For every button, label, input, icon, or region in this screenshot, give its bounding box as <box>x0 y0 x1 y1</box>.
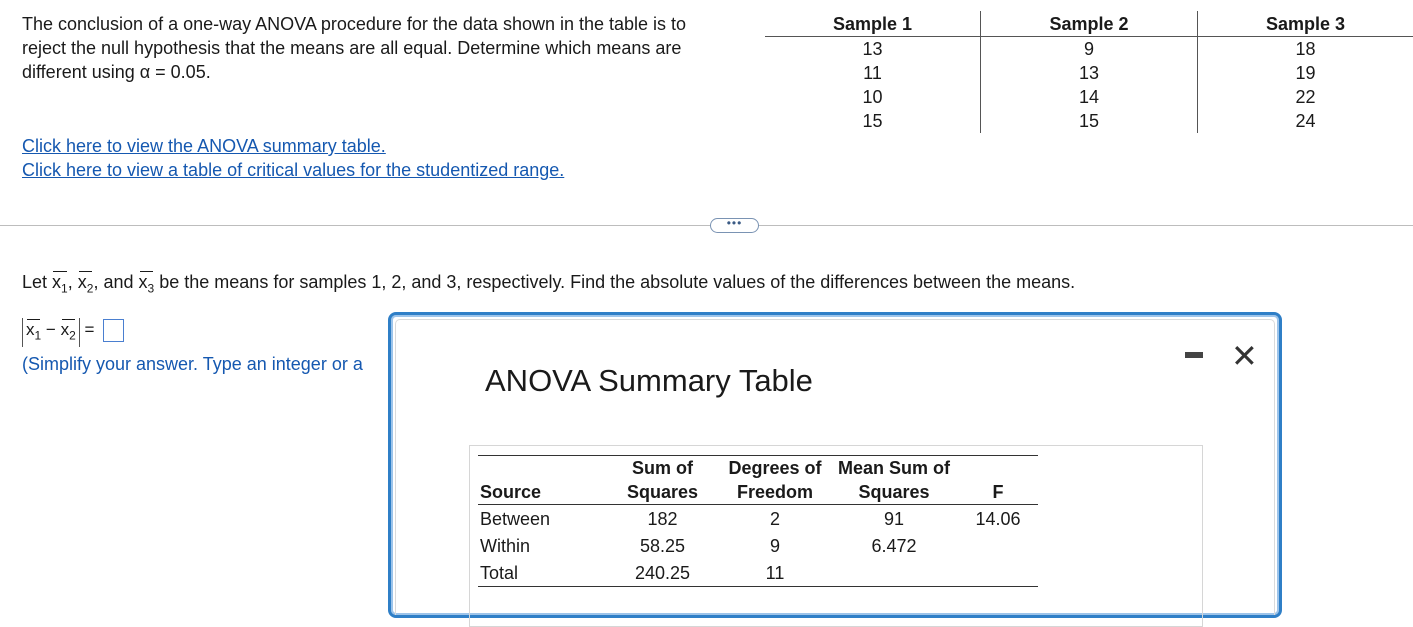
table-cell: Within <box>480 535 531 556</box>
col-f: F <box>992 482 1004 502</box>
table-cell: 14 <box>980 85 1198 109</box>
question-lead: Let <box>22 272 48 292</box>
table-cell: 13 <box>765 36 982 61</box>
table-cell <box>830 559 958 587</box>
close-icon[interactable]: ✕ <box>1231 338 1258 374</box>
table-cell: 240.25 <box>605 559 720 587</box>
xbar-1: x1 <box>52 270 68 301</box>
xbar-3: x3 <box>139 270 154 301</box>
sample-1-header: Sample 1 <box>765 11 982 37</box>
table-cell: 15 <box>980 109 1198 133</box>
col-mean-sum-of-squares: Mean Sum of Squares <box>837 458 950 502</box>
question-text: Let x1, x2, and x3 be the means for samp… <box>22 270 1075 301</box>
anova-table: Source Sum of Squares Degrees of Freedom M… <box>478 455 1038 587</box>
minimize-icon[interactable] <box>1185 352 1203 358</box>
table-cell: 91 <box>883 508 905 529</box>
anova-table-link[interactable]: Click here to view the ANOVA summary tab… <box>22 136 386 156</box>
table-cell: 9 <box>980 36 1198 61</box>
table-cell: 22 <box>1295 87 1316 107</box>
dialog-body <box>395 319 1275 615</box>
answer-row: x1 − x2 = <box>22 316 125 348</box>
table-cell: 2 <box>769 508 780 529</box>
table-cell: 13 <box>980 61 1198 85</box>
table-row: 10 14 22 <box>765 85 1413 109</box>
section-divider <box>0 225 1413 226</box>
table-row: 11 13 19 <box>765 61 1413 85</box>
question-rest: be the means for samples 1, 2, and 3, re… <box>159 272 1076 292</box>
expand-button[interactable]: ••• <box>710 217 759 233</box>
answer-input[interactable] <box>103 319 125 343</box>
table-cell: 24 <box>1295 111 1316 131</box>
table-cell: 18 <box>1295 39 1316 59</box>
table-row: Within 58.25 9 6.472 <box>478 532 1038 559</box>
table-row: Between 182 2 91 14.06 <box>478 505 1038 533</box>
equals-sign: = <box>84 320 95 339</box>
table-cell: 9 <box>769 535 780 556</box>
table-cell: 11 <box>720 559 830 587</box>
table-cell: Between <box>480 508 551 529</box>
table-row: 13 9 18 <box>765 36 1413 61</box>
table-row: Total 240.25 11 <box>478 559 1038 587</box>
table-cell <box>958 532 1038 559</box>
sample-3-header: Sample 3 <box>1197 11 1413 37</box>
problem-statement: The conclusion of a one-way ANOVA proced… <box>22 14 687 82</box>
table-cell: 11 <box>765 61 982 85</box>
xbar-2: x2 <box>78 270 93 301</box>
sample-data-table: Sample 1 Sample 2 Sample 3 13 9 18 11 13… <box>765 11 1413 133</box>
anova-summary-dialog: ANOVA Summary Table ✕ Source Sum of Squar… <box>388 312 1282 627</box>
table-cell: 10 <box>765 85 982 109</box>
table-cell: Total <box>478 559 605 587</box>
help-links: Click here to view the ANOVA summary tab… <box>22 134 564 182</box>
col-source: Source <box>480 482 542 502</box>
dialog-title: ANOVA Summary Table <box>485 363 813 398</box>
col-degrees-of-freedom: Degrees of Freedom <box>728 458 822 502</box>
critical-values-link[interactable]: Click here to view a table of critical v… <box>22 160 565 180</box>
table-row: 15 15 24 <box>765 109 1413 133</box>
abs-difference-expression: x1 − x2 <box>22 318 80 348</box>
table-cell: 182 <box>647 508 678 529</box>
table-cell <box>958 559 1038 587</box>
table-cell: 19 <box>1295 63 1316 83</box>
sample-2-header: Sample 2 <box>980 11 1198 37</box>
table-cell: 15 <box>765 109 982 133</box>
table-cell: 6.472 <box>871 535 917 556</box>
question-and: and <box>103 272 134 292</box>
answer-hint: (Simplify your answer. Type an integer o… <box>22 354 363 374</box>
table-cell: 58.25 <box>639 535 686 556</box>
col-sum-of-squares: Sum of Squares <box>626 458 699 502</box>
table-cell: 14.06 <box>975 508 1021 529</box>
